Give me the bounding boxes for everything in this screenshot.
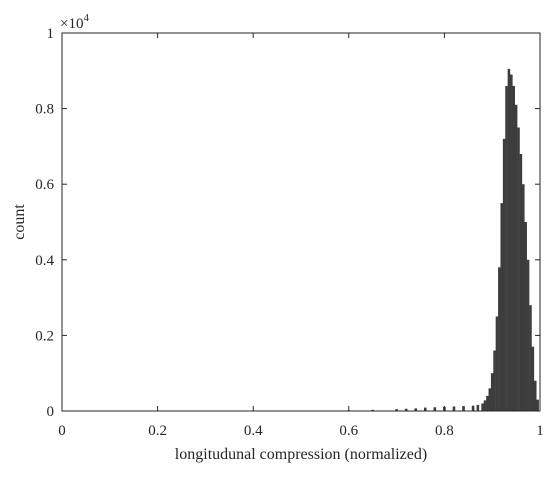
histogram-bar bbox=[423, 407, 427, 411]
y-tick-label: 0 bbox=[47, 404, 55, 420]
y-tick-label: 0.2 bbox=[35, 328, 54, 344]
histogram-bar bbox=[483, 400, 487, 411]
histogram-bar bbox=[452, 406, 456, 411]
histogram-bar bbox=[521, 184, 525, 411]
y-ticks-group: 0 0.2 0.4 0.6 0.8 1 bbox=[35, 26, 540, 420]
histogram-bar bbox=[500, 203, 504, 411]
histogram-bar bbox=[490, 373, 494, 411]
histogram-bar bbox=[395, 409, 398, 411]
histogram-bar bbox=[498, 267, 501, 411]
x-tick-label: 0.8 bbox=[435, 423, 454, 439]
histogram-bar bbox=[526, 259, 530, 411]
y-tick-label: 1 bbox=[47, 26, 55, 42]
y-tick-label: 0.6 bbox=[35, 177, 54, 193]
histogram-bar bbox=[524, 222, 527, 411]
y-multiplier-label: ×104 bbox=[60, 12, 89, 32]
x-tick-label: 0.4 bbox=[244, 423, 263, 439]
histogram-bar bbox=[486, 395, 489, 411]
histogram-bar bbox=[462, 406, 465, 411]
histogram-bar bbox=[512, 85, 516, 412]
histogram-bar bbox=[531, 346, 535, 411]
histogram-bar bbox=[533, 380, 537, 411]
y-axis-label: count bbox=[11, 204, 28, 240]
x-tick-label: 0 bbox=[58, 423, 66, 439]
histogram-bar bbox=[433, 407, 437, 411]
histogram-bar bbox=[495, 316, 499, 411]
histogram-bar bbox=[493, 350, 496, 411]
histogram-bar bbox=[507, 68, 511, 411]
histogram-bar bbox=[371, 409, 374, 411]
histogram-bar bbox=[488, 388, 492, 411]
bars-group bbox=[323, 68, 539, 412]
histogram-bar bbox=[505, 85, 508, 412]
axes-box bbox=[61, 32, 541, 412]
y-multiplier-base: ×10 bbox=[60, 16, 83, 32]
histogram-bar bbox=[502, 138, 506, 411]
histogram-bar bbox=[514, 104, 518, 411]
histogram-bar bbox=[481, 403, 484, 411]
y-tick-label: 0.8 bbox=[35, 102, 54, 118]
x-tick-label: 0.2 bbox=[148, 423, 167, 439]
x-tick-label: 1 bbox=[536, 423, 544, 439]
histogram-bar bbox=[414, 408, 418, 411]
histogram-bar bbox=[519, 153, 523, 411]
y-multiplier-exponent: 4 bbox=[83, 12, 89, 24]
histogram-bar bbox=[476, 404, 480, 411]
histogram-bar bbox=[471, 405, 475, 411]
histogram-bar bbox=[517, 127, 520, 411]
y-tick-label: 0.4 bbox=[35, 253, 54, 269]
plot-area bbox=[62, 33, 540, 411]
x-tick-label: 0.6 bbox=[339, 423, 358, 439]
x-ticks-group: 0 0.2 0.4 0.6 0.8 1 bbox=[58, 33, 544, 439]
x-axis-label: longitudunal compression (normalized) bbox=[175, 446, 427, 463]
histogram-bar bbox=[510, 74, 513, 411]
histogram-bar bbox=[529, 305, 532, 411]
histogram-bar bbox=[404, 408, 408, 411]
histogram-bar bbox=[536, 399, 539, 411]
